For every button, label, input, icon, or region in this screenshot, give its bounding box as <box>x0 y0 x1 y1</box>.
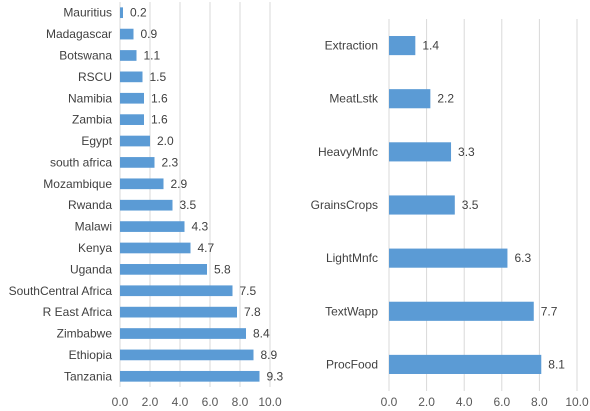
bar <box>389 354 542 374</box>
data-label: 2.9 <box>171 177 188 191</box>
bar <box>120 285 233 297</box>
category-label: Mauritius <box>63 6 112 20</box>
bar <box>120 135 150 147</box>
x-tick-label: 0.0 <box>381 395 398 409</box>
category-label: Egypt <box>81 134 112 148</box>
category-label: HeavyMnfc <box>318 145 378 159</box>
bar <box>389 89 431 109</box>
x-tick-label: 6.0 <box>493 395 510 409</box>
bar <box>120 328 246 339</box>
category-label: Kenya <box>78 241 112 255</box>
bar <box>120 199 173 211</box>
data-label: 1.6 <box>151 91 168 105</box>
category-label: Extraction <box>325 39 378 53</box>
category-label: RSCU <box>78 70 112 84</box>
data-label: 2.0 <box>157 134 174 148</box>
x-tick-label: 2.0 <box>142 395 159 409</box>
data-label: 5.8 <box>214 262 231 276</box>
category-label: south africa <box>50 155 112 169</box>
data-label: 1.5 <box>150 70 167 84</box>
x-tick-label: 4.0 <box>456 395 473 409</box>
category-label: Tanzania <box>64 369 112 383</box>
bar <box>120 114 144 125</box>
category-label: MeatLstk <box>329 92 379 106</box>
bar <box>120 306 237 318</box>
data-label: 2.3 <box>162 155 179 169</box>
x-tick-label: 10.0 <box>258 395 282 409</box>
bar <box>120 28 134 40</box>
category-label: Malawi <box>75 220 112 234</box>
bar <box>389 195 455 215</box>
category-label: Zambia <box>72 113 112 127</box>
category-label: Zimbabwe <box>57 327 113 341</box>
bar <box>389 142 452 162</box>
category-label: R East Africa <box>43 305 113 319</box>
x-tick-label: 6.0 <box>202 395 219 409</box>
data-label: 1.1 <box>144 48 161 62</box>
category-label: Rwanda <box>68 198 112 212</box>
data-label: 0.9 <box>141 27 158 41</box>
bar <box>120 178 164 190</box>
data-label: 8.4 <box>253 327 270 341</box>
bar <box>120 71 143 83</box>
category-label: Uganda <box>70 262 112 276</box>
bar <box>120 264 207 275</box>
bar <box>120 7 123 19</box>
category-label: Mozambique <box>43 177 112 191</box>
data-label: 9.3 <box>267 369 284 383</box>
category-label: ProcFood <box>326 357 378 371</box>
right-chart: 0.0 2.0 4.0 6.0 8.0 10.0 Extraction 1.4 MeatLstk… <box>311 19 589 409</box>
x-tick-label: 10.0 <box>565 395 589 409</box>
data-label: 1.6 <box>151 113 168 127</box>
data-label: 7.7 <box>541 304 558 318</box>
data-label: 1.4 <box>422 39 439 53</box>
bar <box>120 157 155 168</box>
x-tick-label: 2.0 <box>418 395 435 409</box>
data-label: 0.2 <box>130 6 147 20</box>
category-label: Namibia <box>68 91 112 105</box>
bar <box>120 50 137 61</box>
bar <box>120 242 191 254</box>
x-tick-label: 0.0 <box>112 395 129 409</box>
bar <box>389 36 416 56</box>
data-label: 8.1 <box>548 357 565 371</box>
data-label: 4.3 <box>192 220 209 234</box>
x-tick-label: 4.0 <box>172 395 189 409</box>
data-label: 2.2 <box>437 92 454 106</box>
category-label: TextWapp <box>325 304 378 318</box>
data-label: 7.5 <box>240 284 257 298</box>
category-label: GrainsCrops <box>311 198 378 212</box>
bar <box>120 349 254 361</box>
bar <box>389 301 534 321</box>
data-label: 3.3 <box>458 145 475 159</box>
data-label: 3.5 <box>180 198 197 212</box>
x-tick-label: 8.0 <box>531 395 548 409</box>
category-label: Botswana <box>59 48 112 62</box>
bar <box>120 370 260 382</box>
data-label: 7.8 <box>244 305 261 319</box>
category-label: SouthCentral Africa <box>9 284 113 298</box>
category-label: LightMnfc <box>326 251 378 265</box>
bar <box>120 92 144 104</box>
data-label: 6.3 <box>514 251 531 265</box>
data-label: 8.9 <box>261 348 278 362</box>
bar <box>389 248 508 268</box>
bar <box>120 221 185 232</box>
left-chart: 0.0 2.0 4.0 6.0 8.0 10.0 Mauritius 0.2 Madagasca… <box>9 2 284 409</box>
category-label: Madagascar <box>46 27 112 41</box>
data-label: 4.7 <box>198 241 215 255</box>
data-label: 3.5 <box>462 198 479 212</box>
category-label: Ethiopia <box>69 348 113 362</box>
x-tick-label: 8.0 <box>232 395 249 409</box>
